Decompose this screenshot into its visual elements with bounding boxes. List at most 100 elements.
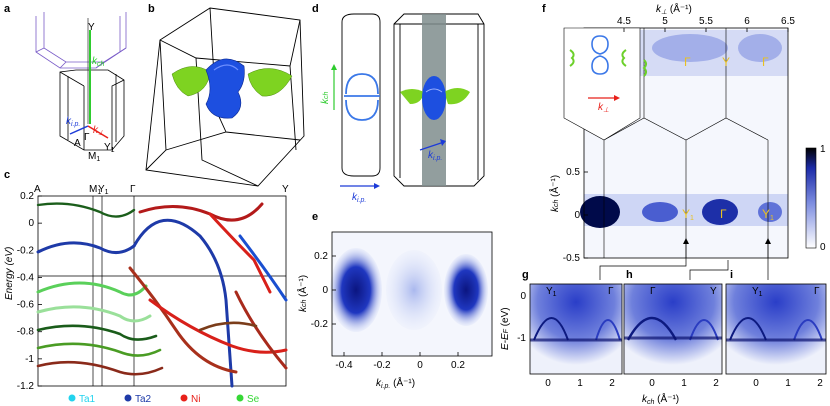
i-right-pt: Γ xyxy=(814,286,820,297)
energy-ticks: 0.2 0 -0.2 -0.4 -0.6 -0.8 -1 -1.2 xyxy=(17,191,42,392)
panel-c-label: c xyxy=(4,169,10,181)
panel-a-label: a xyxy=(4,3,11,15)
legend-dot-Ta2 xyxy=(124,394,132,402)
kip2-arrow-d xyxy=(419,141,445,151)
energy-tick-1: 0 xyxy=(28,218,34,229)
panel-f-label: f xyxy=(542,3,546,15)
pt-A: A xyxy=(74,138,81,149)
kpath-label-3: Γ xyxy=(130,184,136,195)
f-bottom-pt-0: Y1 xyxy=(682,207,694,222)
legend-dot-Ni xyxy=(180,394,188,402)
ghi-xlabel: kch (Å⁻¹) xyxy=(642,392,679,406)
e-xtick-1: -0.2 xyxy=(373,360,391,371)
panel-d: d kch ki.p. ki xyxy=(312,3,485,204)
energy-tick-3: -0.4 xyxy=(17,272,35,283)
colorbar-min: 0 xyxy=(820,242,826,253)
fs-pocket-right xyxy=(444,254,488,326)
fs-dark-left xyxy=(580,196,620,228)
panel-f: f k⊥ (Å⁻¹) k⊥ xyxy=(542,2,826,280)
panel-e-label: e xyxy=(312,211,318,223)
legend-dot-Ta1 xyxy=(68,394,76,402)
f-top-pt-0: Γ xyxy=(684,55,691,69)
e-ytick-0: 0.2 xyxy=(314,251,328,262)
energy-tick-6: -1 xyxy=(25,354,34,365)
pt-M1: M1 xyxy=(88,151,100,163)
panel-g: g Y1 Γ xyxy=(522,269,623,375)
e-xtick-3: 0.2 xyxy=(451,360,465,371)
i-left-pt: Y1 xyxy=(752,286,763,298)
brillouin-zone-3d xyxy=(145,7,305,187)
ghi-xtick-2-1: 1 xyxy=(785,378,791,389)
panel-i-label: i xyxy=(730,269,733,281)
fs-pocket-center xyxy=(386,250,442,330)
kip-label: ki.p. xyxy=(66,116,80,128)
f-xtick-3: 6 xyxy=(744,16,750,27)
fermi-surface-3d xyxy=(171,58,293,119)
brillouin-zone-lower xyxy=(59,69,125,151)
ghi-xtick-1-2: 2 xyxy=(713,378,719,389)
f-xtick-0: 4.5 xyxy=(617,16,631,27)
arpes-g xyxy=(530,284,622,374)
panel-f-ylabel: kch (Å⁻¹) xyxy=(548,175,561,212)
ghi-xtick-0-0: 0 xyxy=(545,378,551,389)
ghi-xtick-0-2: 2 xyxy=(609,378,615,389)
kpath-label-0: A xyxy=(34,184,41,195)
panel-i: i Y1 Γ xyxy=(725,269,827,375)
ghi-xtick-2-2: 2 xyxy=(817,378,823,389)
e-ytick-2: -0.2 xyxy=(311,319,329,330)
f-ytick-2: -0.5 xyxy=(563,253,581,264)
e-xtick-0: -0.4 xyxy=(335,360,353,371)
bz-outline-f xyxy=(603,28,769,258)
kch-label-d: kch xyxy=(320,92,331,105)
kpath-label-4: Y xyxy=(282,184,289,195)
f-xtick-2: 5.5 xyxy=(699,16,713,27)
panel-g-label: g xyxy=(522,269,529,281)
panel-f-xlabel: k⊥ (Å⁻¹) xyxy=(656,2,692,16)
panel-f-ticks: 4.5 5 5.5 6 6.5 0.5 0 -0.5 xyxy=(563,16,796,264)
arpes-h xyxy=(624,284,722,374)
panel-e-frame xyxy=(331,231,493,357)
panel-e-xlabel: ki.p. (Å⁻¹) xyxy=(376,376,415,390)
kip-label-d: ki.p. xyxy=(352,192,366,204)
colorbar-max: 1 xyxy=(820,144,826,155)
energy-axis-label: Energy (eV) xyxy=(4,247,15,300)
f-bottom-pt-2: Y1 xyxy=(762,207,774,222)
brillouin-zone-upper xyxy=(35,12,127,69)
kip2-label-d: ki.p. xyxy=(428,150,442,162)
ghi-ytick-1: -1 xyxy=(517,333,526,344)
g-right-pt: Γ xyxy=(608,286,614,297)
ghi-ytick-0: 0 xyxy=(520,291,526,302)
panel-b: b xyxy=(145,3,305,187)
ghi-xtick-2-0: 0 xyxy=(753,378,759,389)
panel-d-label: d xyxy=(312,3,319,15)
kperp-path xyxy=(87,125,109,139)
fs-pocket-left xyxy=(330,248,382,332)
ghi-xtick-0-1: 1 xyxy=(577,378,583,389)
f-xtick-4: 6.5 xyxy=(781,16,795,27)
h-right-pt: Y xyxy=(710,286,717,297)
inset-f: k⊥ xyxy=(563,27,647,141)
f-ytick-0: 0.5 xyxy=(566,167,580,178)
energy-tick-0: 0.2 xyxy=(20,191,34,202)
legend-label-Se: Se xyxy=(247,394,260,405)
ghi-xtick-1-0: 0 xyxy=(649,378,655,389)
legend-label-Ta2: Ta2 xyxy=(135,394,152,405)
ghi-ticks: 0 -1 0 1 2 0 1 2 0 1 2 xyxy=(517,291,823,389)
high-symmetry-points-f: Γ Y Γ Y1 Γ Y1 xyxy=(682,55,774,222)
kpath-label-2: Y1 xyxy=(98,184,109,196)
panel-h-label: h xyxy=(626,269,633,281)
panel-e-ticks: 0.2 0 -0.2 -0.4 -0.2 0 0.2 xyxy=(311,251,466,371)
energy-tick-5: -0.8 xyxy=(17,327,35,338)
kpath-label-1: M1 xyxy=(89,184,101,196)
kch-label: kch xyxy=(92,56,105,68)
cut-connectors xyxy=(599,240,769,280)
energy-tick-7: -1.2 xyxy=(17,381,35,392)
band-plot-frame xyxy=(37,195,287,387)
e-ytick-1: 0 xyxy=(322,285,328,296)
panel-e-ylabel: kch (Å⁻¹) xyxy=(296,275,309,312)
panel-b-label: b xyxy=(148,3,155,15)
energy-tick-2: -0.2 xyxy=(17,245,35,256)
panel-a: a Y kch ki.p. k⊥ A Γ M1 Y1 xyxy=(4,3,127,163)
kperp-label: k⊥ xyxy=(93,125,104,137)
f-bottom-pt-1: Γ xyxy=(720,207,727,221)
